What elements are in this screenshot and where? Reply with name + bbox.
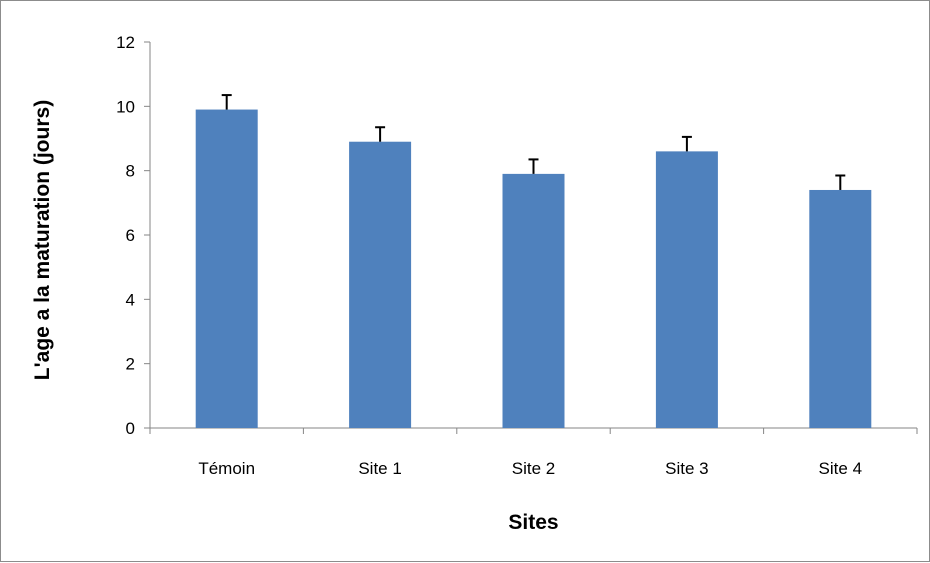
x-tick-label: Site 4: [819, 459, 862, 478]
y-axis: 0 2 4 6 8 10 12: [116, 33, 151, 438]
x-tick-label: Site 2: [512, 459, 555, 478]
bar: [349, 141, 412, 428]
y-tick-label: 2: [126, 355, 135, 374]
y-tick-label: 12: [116, 33, 135, 52]
bar: [809, 189, 872, 428]
y-tick-label: 6: [126, 226, 135, 245]
y-tick-label: 10: [116, 97, 135, 116]
y-tick-label: 4: [126, 290, 135, 309]
error-bars: [221, 94, 846, 190]
y-axis-title: L'age a la maturation (jours): [31, 100, 54, 380]
y-tick-label: 0: [126, 419, 135, 438]
x-axis: Témoin Site 1 Site 2 Site 3 Site 4: [149, 427, 918, 478]
bars: [195, 109, 872, 429]
bar: [655, 151, 718, 428]
x-axis-title: Sites: [508, 511, 558, 534]
y-tick-label: 8: [126, 162, 135, 181]
x-tick-label: Site 1: [358, 459, 401, 478]
bar: [195, 109, 258, 429]
x-tick-label: Site 3: [665, 459, 708, 478]
bar: [502, 173, 565, 428]
x-tick-label: Témoin: [198, 459, 255, 478]
